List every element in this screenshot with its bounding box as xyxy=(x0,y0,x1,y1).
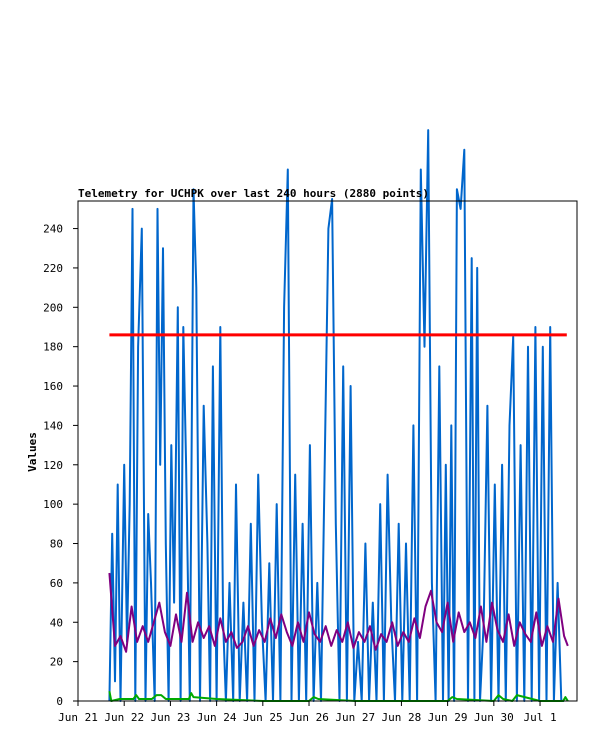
chart-title: Telemetry for UCHPK over last 240 hours … xyxy=(78,187,429,200)
x-tick-label: Jun 29 xyxy=(428,711,468,724)
x-tick-label: Jun 22 xyxy=(104,711,144,724)
y-tick-label: 240 xyxy=(43,223,63,236)
x-tick-label: Jun 30 xyxy=(474,711,514,724)
y-tick-label: 80 xyxy=(50,538,63,551)
y-tick-label: 120 xyxy=(43,459,63,472)
y-tick-label: 100 xyxy=(43,498,63,511)
x-tick-label: Jun 27 xyxy=(335,711,375,724)
x-tick-label: Jun 28 xyxy=(382,711,422,724)
x-tick-label: Jun 25 xyxy=(243,711,283,724)
y-tick-label: 180 xyxy=(43,341,63,354)
x-tick-label: Jul 1 xyxy=(523,711,556,724)
y-tick-label: 160 xyxy=(43,380,63,393)
x-tick-label: Jun 26 xyxy=(289,711,329,724)
y-tick-label: 20 xyxy=(50,656,63,669)
x-tick-label: Jun 23 xyxy=(151,711,191,724)
series-line-0 xyxy=(108,129,565,702)
x-tick-label: Jun 24 xyxy=(197,711,237,724)
y-tick-label: 140 xyxy=(43,419,63,432)
series-layer xyxy=(108,129,569,702)
x-tick-label: Jun 21 xyxy=(58,711,98,724)
y-axis: 0 20 40 60 80 100 120 140 160 180 200 220 240 xyxy=(43,223,78,708)
y-tick-label: 220 xyxy=(43,262,63,275)
x-axis: Jun 21 Jun 22 Jun 23 Jun 24 Jun 25 Jun 26 Jun … xyxy=(58,701,557,724)
plot-frame xyxy=(77,200,578,702)
y-tick-label: 40 xyxy=(50,616,63,629)
y-tick-label: 200 xyxy=(43,301,63,314)
y-tick-label: 60 xyxy=(50,577,63,590)
y-axis-title: Values xyxy=(26,432,39,472)
series-line-2 xyxy=(108,572,569,653)
y-tick-label: 0 xyxy=(56,695,63,708)
